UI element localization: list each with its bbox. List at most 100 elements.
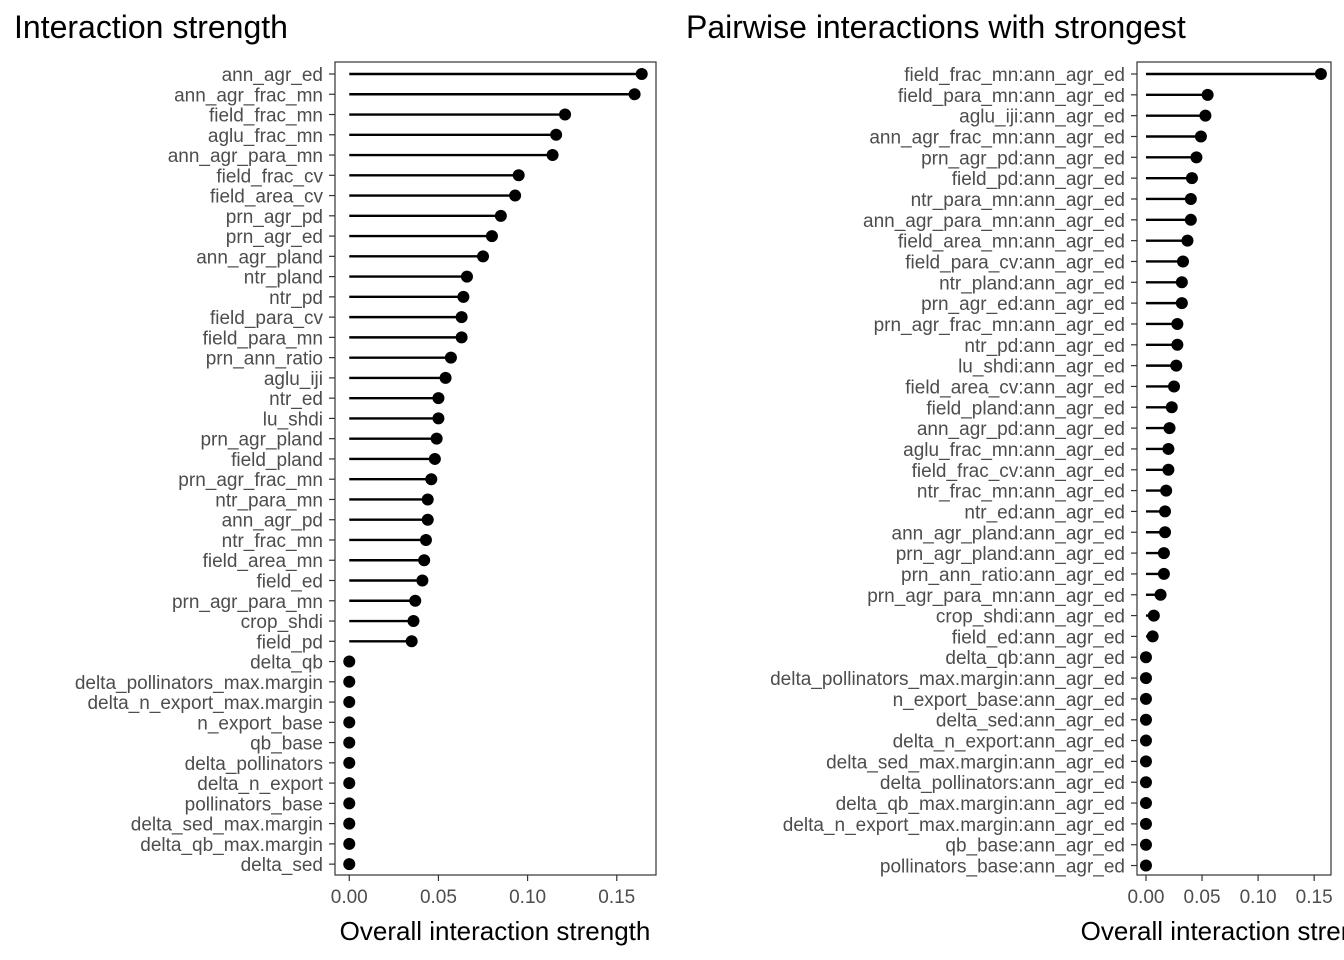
x-tick-label: 0.10	[509, 887, 546, 908]
x-axis-label: Overall interaction strength	[340, 916, 651, 946]
category-label: ntr_frac_mn:ann_agr_ed	[917, 482, 1125, 503]
lollipop-point	[1314, 68, 1327, 80]
category-label: prn_agr_pd:ann_agr_ed	[921, 148, 1125, 169]
lollipop-point	[405, 635, 418, 648]
category-label: prn_agr_pland:ann_agr_ed	[896, 544, 1125, 565]
category-label: ann_agr_frac_mn	[174, 85, 323, 106]
category-label: ann_agr_pd:ann_agr_ed	[917, 419, 1125, 440]
lollipop-point	[1176, 255, 1189, 268]
category-label: aglu_iji:ann_agr_ed	[959, 107, 1125, 128]
lollipop-point	[439, 371, 452, 384]
category-label: delta_pollinators_max.margin	[75, 673, 323, 694]
lollipop-point	[416, 574, 429, 587]
lollipop-point	[428, 452, 441, 465]
lollipop-point	[1159, 526, 1172, 539]
category-label: prn_agr_pd	[226, 207, 323, 228]
lollipop-point	[1146, 630, 1159, 643]
lollipop-point	[494, 209, 507, 222]
category-label: ntr_para_mn:ann_agr_ed	[911, 190, 1125, 211]
lollipop-point	[1139, 692, 1152, 705]
category-label: ann_agr_pd	[222, 511, 323, 532]
x-tick-label: 0.10	[1240, 887, 1277, 908]
category-label: lu_shdi	[263, 409, 323, 430]
lollipop-point	[1159, 505, 1172, 518]
category-label: delta_qb	[250, 653, 323, 674]
lollipop-point	[343, 858, 356, 871]
lollipop-point	[1162, 442, 1175, 455]
lollipop-point	[1139, 672, 1152, 685]
category-label: ann_agr_pland:ann_agr_ed	[892, 523, 1126, 544]
lollipop-point	[1184, 192, 1197, 205]
lollipop-point	[1157, 547, 1170, 560]
lollipop-point	[421, 493, 434, 506]
category-label: prn_agr_pland	[200, 430, 323, 451]
lollipop-point	[343, 817, 356, 830]
category-label: lu_shdi:ann_agr_ed	[958, 357, 1125, 378]
lollipop-point	[1181, 234, 1194, 247]
x-axis: 0.00 0.05 0.10 0.15	[331, 875, 635, 908]
category-label: aglu_iji	[264, 369, 323, 390]
lollipop-point	[1139, 755, 1152, 768]
category-label: prn_agr_frac_mn:ann_agr_ed	[874, 315, 1125, 336]
category-label: delta_n_export:ann_agr_ed	[893, 732, 1125, 753]
category-label: field_area_cv	[210, 187, 324, 208]
lollipop-point	[343, 716, 356, 729]
lollipop-marks	[343, 68, 648, 871]
category-label: ntr_pd	[269, 288, 323, 309]
category-label: field_pd	[256, 632, 323, 653]
lollipop-point	[1139, 776, 1152, 789]
lollipop-point	[444, 351, 457, 364]
lollipop-point	[1139, 651, 1152, 664]
lollipop-point	[432, 412, 445, 425]
category-label: crop_shdi:ann_agr_ed	[936, 607, 1125, 628]
category-label: qb_base	[250, 734, 323, 755]
category-label: field_frac_mn:ann_agr_ed	[904, 65, 1125, 86]
x-tick-label: 0.05	[1184, 887, 1221, 908]
category-labels: ann_agr_edann_agr_frac_mnfield_frac_mnag…	[75, 65, 335, 876]
category-label: n_export_base	[197, 713, 323, 734]
lollipop-point	[1139, 859, 1152, 872]
category-label: delta_n_export_max.margin	[87, 693, 323, 714]
category-label: ann_agr_frac_mn:ann_agr_ed	[869, 127, 1125, 148]
category-label: delta_sed:ann_agr_ed	[936, 711, 1125, 732]
panel-interaction-strength: Interaction strength ann_agr_edann_agr_f…	[14, 9, 657, 946]
category-label: field_pd:ann_agr_ed	[952, 169, 1125, 190]
lollipop-point	[407, 615, 420, 628]
lollipop-point	[1168, 380, 1181, 393]
lollipop-point	[343, 837, 356, 850]
lollipop-point	[546, 149, 559, 162]
lollipop-point	[550, 128, 563, 141]
category-label: ann_agr_para_mn	[168, 146, 323, 167]
lollipop-point	[1157, 567, 1170, 580]
lollipop-point	[343, 675, 356, 688]
lollipop-point	[635, 68, 648, 80]
category-label: ntr_ed:ann_agr_ed	[964, 502, 1125, 523]
lollipop-point	[430, 432, 443, 445]
category-label: field_area_cv:ann_agr_ed	[905, 377, 1125, 398]
chart-title: Pairwise interactions with strongest	[686, 9, 1186, 45]
lollipop-point	[1154, 588, 1167, 601]
lollipop-point	[418, 554, 431, 567]
lollipop-point	[425, 473, 438, 486]
category-label: delta_pollinators:ann_agr_ed	[880, 773, 1125, 794]
lollipop-point	[419, 533, 432, 546]
x-tick-label: 0.00	[1127, 887, 1164, 908]
category-label: delta_qb_max.margin:ann_agr_ed	[836, 794, 1125, 815]
category-label: delta_sed	[241, 855, 323, 876]
lollipop-point	[1194, 130, 1207, 143]
category-label: delta_pollinators_max.margin:ann_agr_ed	[770, 669, 1125, 690]
x-tick-label: 0.15	[598, 887, 635, 908]
lollipop-point	[343, 777, 356, 790]
lollipop-point	[1139, 817, 1152, 830]
lollipop-point	[1139, 838, 1152, 851]
lollipop-point	[1147, 609, 1160, 622]
category-label: delta_pollinators	[185, 754, 323, 775]
category-label: aglu_frac_mn:ann_agr_ed	[903, 440, 1125, 461]
category-label: field_frac_mn	[209, 106, 323, 127]
category-label: field_frac_cv:ann_agr_ed	[912, 461, 1125, 482]
lollipop-point	[343, 756, 356, 769]
category-label: ntr_frac_mn	[222, 531, 323, 552]
lollipop-point	[1185, 172, 1198, 185]
lollipop-point	[1201, 88, 1214, 101]
lollipop-point	[1163, 422, 1176, 435]
